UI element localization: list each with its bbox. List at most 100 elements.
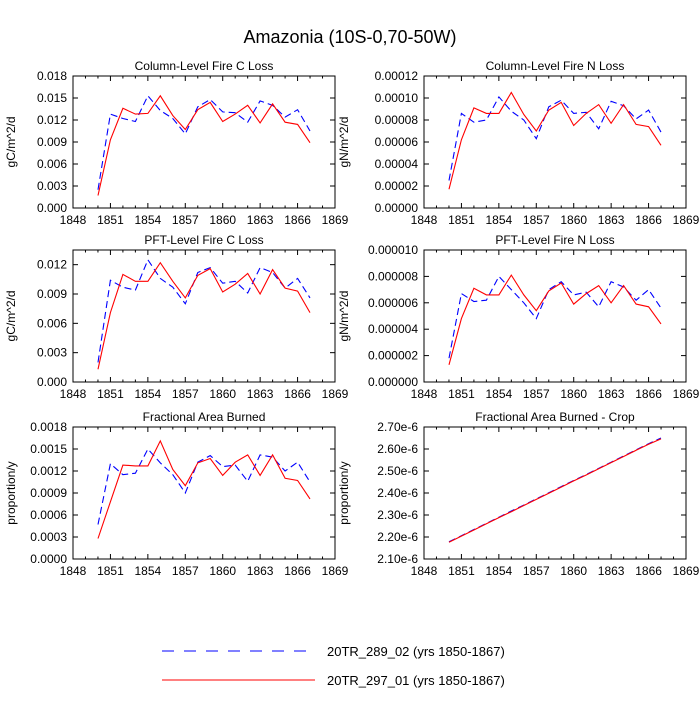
plot-frame [423, 426, 687, 560]
x-tick-label: 1851 [97, 564, 124, 578]
x-tick-label: 1863 [247, 387, 274, 401]
x-tick-label: 1848 [60, 213, 87, 227]
y-axis-label: gC/m^2/d [4, 117, 18, 168]
x-tick-label: 1851 [97, 387, 124, 401]
x-tick-label: 1863 [598, 213, 625, 227]
series-line-20TR_289_02 [97, 94, 311, 190]
y-tick-label: 2.60e-6 [377, 442, 418, 456]
legend: 20TR_289_02 (yrs 1850-1867) 20TR_297_01 (… [162, 644, 505, 688]
x-tick-label: 1869 [322, 387, 349, 401]
y-tick-label: 0.012 [37, 258, 67, 272]
x-tick-label: 1851 [448, 564, 475, 578]
x-tick-label: 1848 [60, 564, 87, 578]
plot-frame [72, 426, 336, 560]
x-tick-label: 1857 [172, 564, 199, 578]
figure-title: Amazonia (10S-0,70-50W) [243, 27, 457, 47]
x-tick-label: 1866 [635, 213, 662, 227]
x-tick-label: 1854 [135, 213, 162, 227]
series-line-20TR_297_01 [97, 439, 311, 539]
y-tick-label: 0.00002 [375, 179, 419, 193]
x-tick-label: 1866 [284, 387, 311, 401]
y-axis-label: gN/m^2/d [337, 117, 351, 168]
x-tick-label: 1857 [523, 564, 550, 578]
x-tick-label: 1857 [523, 387, 550, 401]
x-tick-label: 1866 [284, 564, 311, 578]
series-line-20TR_297_01 [97, 94, 311, 196]
x-tick-label: 1869 [322, 564, 349, 578]
x-tick-label: 1860 [560, 213, 587, 227]
chart-panel-5: Fractional Area Burned 1848 1851 1854 1857 18… [4, 410, 349, 578]
x-tick-label: 1869 [673, 213, 700, 227]
chart-panel-3: PFT-Level Fire C Loss 1848 1851 1854 1857 186… [4, 233, 349, 401]
y-tick-label: 0.00006 [375, 135, 419, 149]
x-tick-label: 1869 [322, 213, 349, 227]
y-tick-label: 0.0009 [30, 486, 67, 500]
x-tick-label: 1848 [411, 213, 438, 227]
x-tick-label: 1848 [60, 387, 87, 401]
x-tick-label: 1848 [411, 564, 438, 578]
plot-frame [72, 75, 336, 209]
y-tick-label: 0.000006 [368, 296, 418, 310]
y-tick-label: 0.00004 [375, 157, 419, 171]
x-tick-label: 1848 [411, 387, 438, 401]
y-tick-label: 0.000008 [368, 269, 418, 283]
x-tick-label: 1866 [635, 564, 662, 578]
legend-label: 20TR_289_02 (yrs 1850-1867) [327, 644, 505, 659]
panel-title: PFT-Level Fire N Loss [495, 233, 614, 247]
x-tick-label: 1857 [172, 213, 199, 227]
x-tick-label: 1854 [486, 564, 513, 578]
panel-title: PFT-Level Fire C Loss [144, 233, 263, 247]
y-tick-label: 0.0018 [30, 420, 67, 434]
x-tick-label: 1863 [598, 387, 625, 401]
legend-label: 20TR_297_01 (yrs 1850-1867) [327, 673, 505, 688]
y-tick-label: 0.000002 [368, 349, 418, 363]
x-tick-label: 1863 [247, 564, 274, 578]
x-tick-label: 1863 [598, 564, 625, 578]
y-tick-label: 0.00000 [375, 201, 419, 215]
y-tick-label: 0.015 [37, 91, 67, 105]
series-line-20TR_289_02 [448, 275, 662, 359]
series-line-20TR_289_02 [97, 258, 311, 363]
y-tick-label: 0.0012 [30, 464, 67, 478]
y-tick-label: 0.006 [37, 157, 67, 171]
y-tick-label: 0.000000 [368, 375, 418, 389]
y-tick-label: 2.10e-6 [377, 552, 418, 566]
y-tick-label: 2.50e-6 [377, 464, 418, 478]
y-tick-label: 2.30e-6 [377, 508, 418, 522]
y-tick-label: 0.000 [37, 201, 67, 215]
y-tick-label: 0.006 [37, 316, 67, 330]
series-line-20TR_297_01 [97, 261, 311, 370]
plot-frame [423, 75, 687, 209]
y-tick-label: 0.003 [37, 179, 67, 193]
x-tick-label: 1869 [673, 387, 700, 401]
y-axis-label: gC/m^2/d [4, 291, 18, 342]
y-tick-label: 2.70e-6 [377, 420, 418, 434]
plot-frame [423, 249, 687, 383]
x-tick-label: 1851 [448, 213, 475, 227]
x-tick-label: 1860 [209, 564, 236, 578]
y-tick-label: 0.0000 [30, 552, 67, 566]
y-tick-label: 2.40e-6 [377, 486, 418, 500]
y-tick-label: 0.009 [37, 287, 67, 301]
panel-title: Fractional Area Burned - Crop [475, 410, 635, 424]
series-line-20TR_289_02 [97, 448, 311, 525]
y-tick-label: 0.003 [37, 346, 67, 360]
y-axis-label: proportion/y [337, 461, 351, 524]
y-tick-label: 2.20e-6 [377, 530, 418, 544]
x-tick-label: 1860 [209, 387, 236, 401]
panel-title: Fractional Area Burned [143, 410, 266, 424]
y-tick-label: 0.018 [37, 69, 67, 83]
x-tick-label: 1863 [247, 213, 274, 227]
chart-panel-2: Column-Level Fire N Loss 1848 1851 1854 1857… [337, 59, 700, 227]
x-tick-label: 1860 [560, 387, 587, 401]
x-tick-label: 1860 [209, 213, 236, 227]
series-line-20TR_297_01 [448, 438, 662, 543]
y-tick-label: 0.000 [37, 375, 67, 389]
x-tick-label: 1869 [673, 564, 700, 578]
x-tick-label: 1854 [486, 213, 513, 227]
series-line-20TR_297_01 [448, 91, 662, 190]
y-tick-label: 0.012 [37, 113, 67, 127]
x-tick-label: 1854 [135, 387, 162, 401]
